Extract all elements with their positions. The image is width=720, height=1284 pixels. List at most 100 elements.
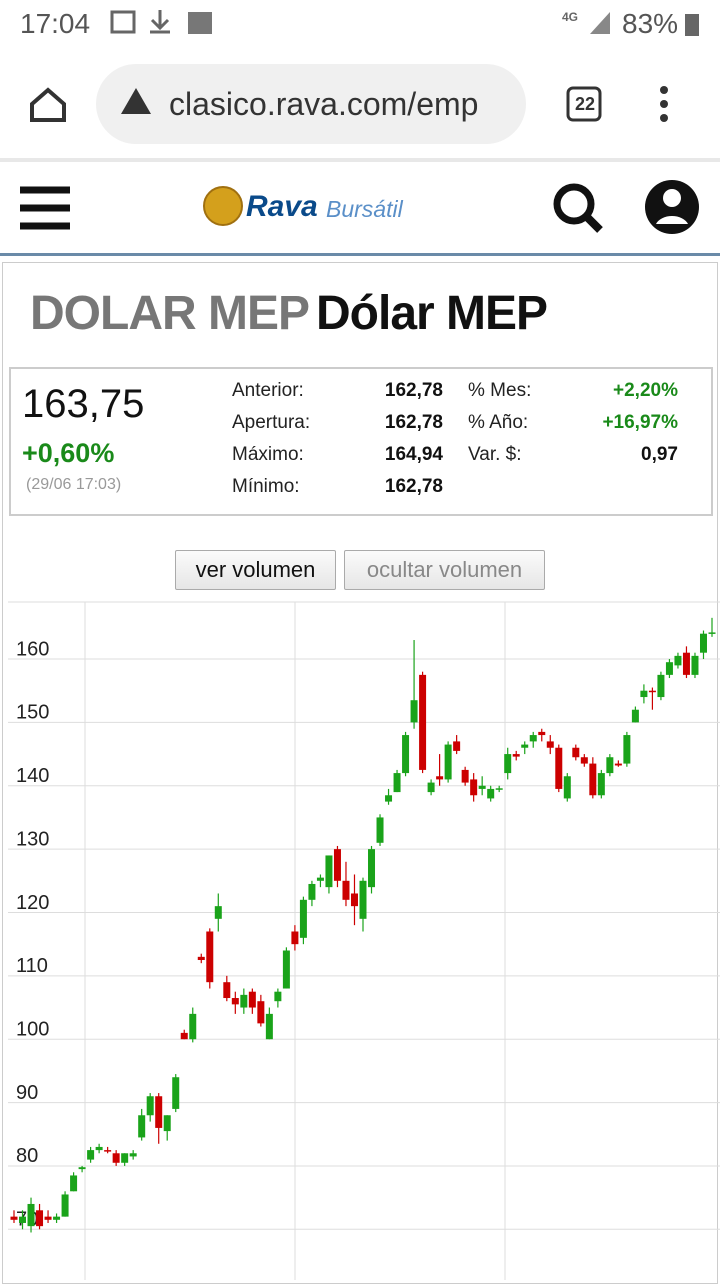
candle-body <box>487 788 495 799</box>
hide-volume-button[interactable]: ocultar volumen <box>344 550 545 590</box>
candle-body <box>350 893 358 907</box>
candle-body <box>36 1210 44 1227</box>
candle-body <box>10 1216 18 1220</box>
show-volume-button[interactable]: ver volumen <box>175 550 336 590</box>
candle-body <box>478 785 486 789</box>
y-tick-label: 150 <box>16 702 49 724</box>
candle-body <box>274 991 282 1002</box>
stat-value: 162,78 <box>384 412 443 433</box>
candle-body <box>265 1013 273 1040</box>
candle-body <box>104 1150 112 1152</box>
y-tick-label: 110 <box>16 955 48 977</box>
stat-label: % Mes: <box>468 380 532 401</box>
candle-body <box>495 788 503 790</box>
symbol: DOLAR MEP <box>30 287 310 340</box>
candle-body <box>206 931 214 983</box>
candle-body <box>87 1150 95 1160</box>
candle-body <box>180 1032 188 1040</box>
stat-label: Mínimo: <box>232 476 300 497</box>
y-tick-label: 140 <box>16 765 49 787</box>
candle-body <box>240 994 248 1008</box>
candle-body <box>393 773 401 793</box>
download-icon <box>150 10 170 34</box>
url-bar[interactable] <box>96 64 526 144</box>
candle-body <box>546 741 554 748</box>
candle-body <box>444 744 452 780</box>
candle-body <box>342 880 350 900</box>
stat-label: Apertura: <box>232 412 311 433</box>
candle-body <box>657 674 665 698</box>
candle-body <box>44 1216 52 1220</box>
logo-secondary: Bursátil <box>326 196 403 222</box>
candle-body <box>248 991 256 1008</box>
candle-body <box>257 1001 265 1024</box>
candle-body <box>155 1096 163 1128</box>
candle-body <box>682 652 690 675</box>
candle-body <box>512 754 520 757</box>
candle-body <box>597 773 605 796</box>
candle-body <box>27 1203 35 1227</box>
status-battery: 83% <box>622 8 679 39</box>
candle-body <box>410 700 418 723</box>
hamburger-menu[interactable] <box>20 186 70 230</box>
candle-body <box>538 731 546 736</box>
candle-body <box>606 757 614 774</box>
status-time: 17:04 <box>20 8 91 39</box>
y-tick-label: 130 <box>16 828 49 850</box>
candle-body <box>376 817 384 843</box>
candle-body <box>699 633 707 653</box>
candle-body <box>640 690 648 698</box>
search-button[interactable] <box>553 183 595 225</box>
url-text: clasico.rava.com/emp <box>169 86 479 122</box>
chrome-icons <box>0 10 720 256</box>
quote-box <box>9 367 713 516</box>
candle-body <box>70 1175 78 1192</box>
stat-value: +2,20% <box>613 380 678 401</box>
candle-body <box>333 849 341 881</box>
candle-body <box>461 769 469 783</box>
price: 163,75 <box>22 382 145 426</box>
candle-body <box>61 1194 69 1217</box>
menu-button[interactable] <box>660 114 668 122</box>
candle-body <box>563 776 571 799</box>
candle-body <box>385 795 393 802</box>
candle-body <box>368 849 376 888</box>
logo-coin <box>203 186 243 226</box>
candle-body <box>427 782 435 793</box>
candle-body <box>163 1115 171 1132</box>
stat-value: +16,97% <box>602 412 678 433</box>
candle-body <box>172 1077 180 1109</box>
candle-body <box>231 998 239 1005</box>
candle-body <box>138 1115 146 1138</box>
candle-body <box>589 763 597 796</box>
candle-body <box>214 906 222 919</box>
stat-label: Máximo: <box>232 444 304 465</box>
candle-body <box>223 982 231 999</box>
stat-label: Var. $: <box>468 444 522 465</box>
candle-body <box>316 877 324 881</box>
stat-value: 0,97 <box>641 444 678 465</box>
candle-body <box>453 741 461 751</box>
signal-icon <box>590 12 610 34</box>
candle-body <box>197 956 205 961</box>
candle-body <box>112 1153 120 1163</box>
candle-body <box>436 776 444 780</box>
candle-body <box>648 690 656 693</box>
stat-value: 162,78 <box>384 380 443 401</box>
tabs-button[interactable] <box>566 86 602 122</box>
battery-icon <box>685 14 699 36</box>
candle-body <box>623 735 631 764</box>
change: +0,60% <box>22 438 115 468</box>
candle-body <box>19 1216 27 1223</box>
candle-body <box>291 931 299 945</box>
candle-body <box>580 757 588 764</box>
candle-body <box>529 735 537 742</box>
candle-body <box>325 855 333 888</box>
app-icon <box>188 12 212 34</box>
candle-body <box>129 1153 137 1157</box>
candle-body <box>521 744 529 748</box>
home-button[interactable] <box>30 87 66 122</box>
candle-body <box>419 674 427 770</box>
